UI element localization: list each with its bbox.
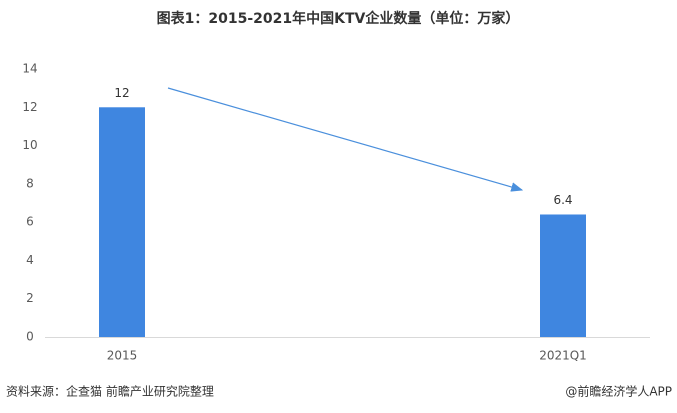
x-tick-label: 2015	[107, 349, 138, 363]
y-tick-label: 14	[22, 62, 37, 76]
chart-title: 图表1：2015-2021年中国KTV企业数量（单位：万家）	[157, 10, 520, 27]
value-label: 12	[114, 86, 129, 100]
x-tick-label: 2021Q1	[539, 349, 587, 363]
bar	[99, 107, 145, 338]
credit: @前瞻经济学人APP	[565, 384, 672, 399]
source: 资料来源：企查猫 前瞻产业研究院整理	[6, 384, 214, 399]
trend-arrow	[167, 87, 524, 192]
y-tick-label: 10	[22, 138, 37, 152]
y-tick-label: 0	[26, 330, 34, 344]
y-tick-label: 2	[26, 291, 34, 305]
y-tick-label: 6	[26, 215, 34, 229]
bar	[540, 214, 586, 337]
value-label: 6.4	[553, 193, 572, 207]
y-tick-label: 12	[22, 100, 37, 114]
y-tick-label: 4	[26, 253, 34, 267]
y-tick-label: 8	[26, 176, 34, 190]
